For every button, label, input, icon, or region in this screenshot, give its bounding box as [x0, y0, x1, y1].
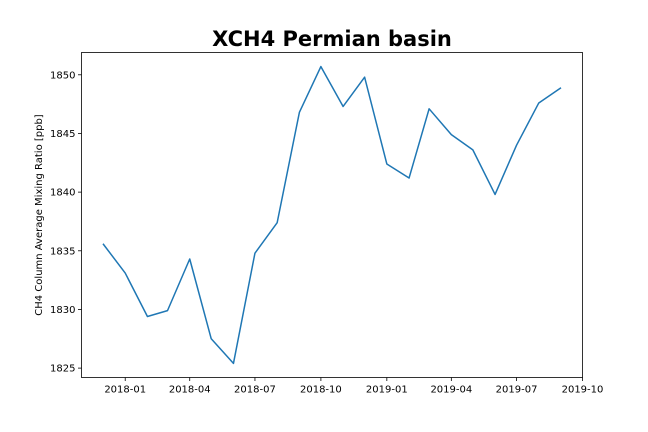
data-point: [233, 363, 235, 365]
data-point: [386, 163, 388, 165]
series-line: [102, 65, 562, 365]
data-point: [516, 144, 518, 146]
y-axis-label: CH4 Column Average Mixing Ratio [ppb]: [34, 114, 45, 316]
data-point: [167, 310, 169, 312]
x-tick-label: 2018-04: [169, 385, 211, 396]
data-point: [210, 338, 212, 340]
chart-title: XCH4 Permian basin: [212, 27, 452, 51]
data-point: [538, 102, 540, 104]
data-point: [408, 177, 410, 179]
y-tick-label: 1835: [50, 246, 75, 257]
y-tick-label: 1850: [50, 70, 75, 81]
data-point: [276, 222, 278, 224]
data-point: [189, 258, 191, 260]
data-point: [428, 108, 430, 110]
data-point: [472, 149, 474, 151]
data-point: [102, 243, 104, 245]
data-point: [451, 134, 453, 136]
data-point: [560, 87, 562, 89]
x-axis: 2018-01 2018-04 2018-07 2018-10 2019-01 2019-…: [104, 377, 604, 396]
data-point: [124, 272, 126, 274]
x-tick-label: 2019-10: [562, 385, 604, 396]
series-layer: [102, 65, 562, 365]
data-point: [147, 316, 149, 318]
data-point: [320, 66, 322, 68]
data-point: [254, 252, 256, 254]
x-tick-label: 2018-07: [234, 385, 276, 396]
x-tick-label: 2019-01: [366, 385, 408, 396]
y-axis: 1825 1830 1835 1840 1845 1850: [50, 70, 82, 375]
data-point: [364, 76, 366, 78]
x-tick-label: 2019-07: [496, 385, 538, 396]
x-tick-label: 2019-04: [430, 385, 472, 396]
y-tick-label: 1825: [50, 364, 75, 375]
data-point: [494, 194, 496, 196]
y-tick-label: 1845: [50, 129, 75, 140]
y-tick-label: 1840: [50, 188, 75, 199]
plot-frame: [81, 52, 583, 378]
x-tick-label: 2018-01: [104, 385, 146, 396]
data-point: [342, 106, 344, 108]
data-point: [299, 112, 301, 114]
x-tick-label: 2018-10: [300, 385, 342, 396]
y-tick-label: 1830: [50, 305, 75, 316]
